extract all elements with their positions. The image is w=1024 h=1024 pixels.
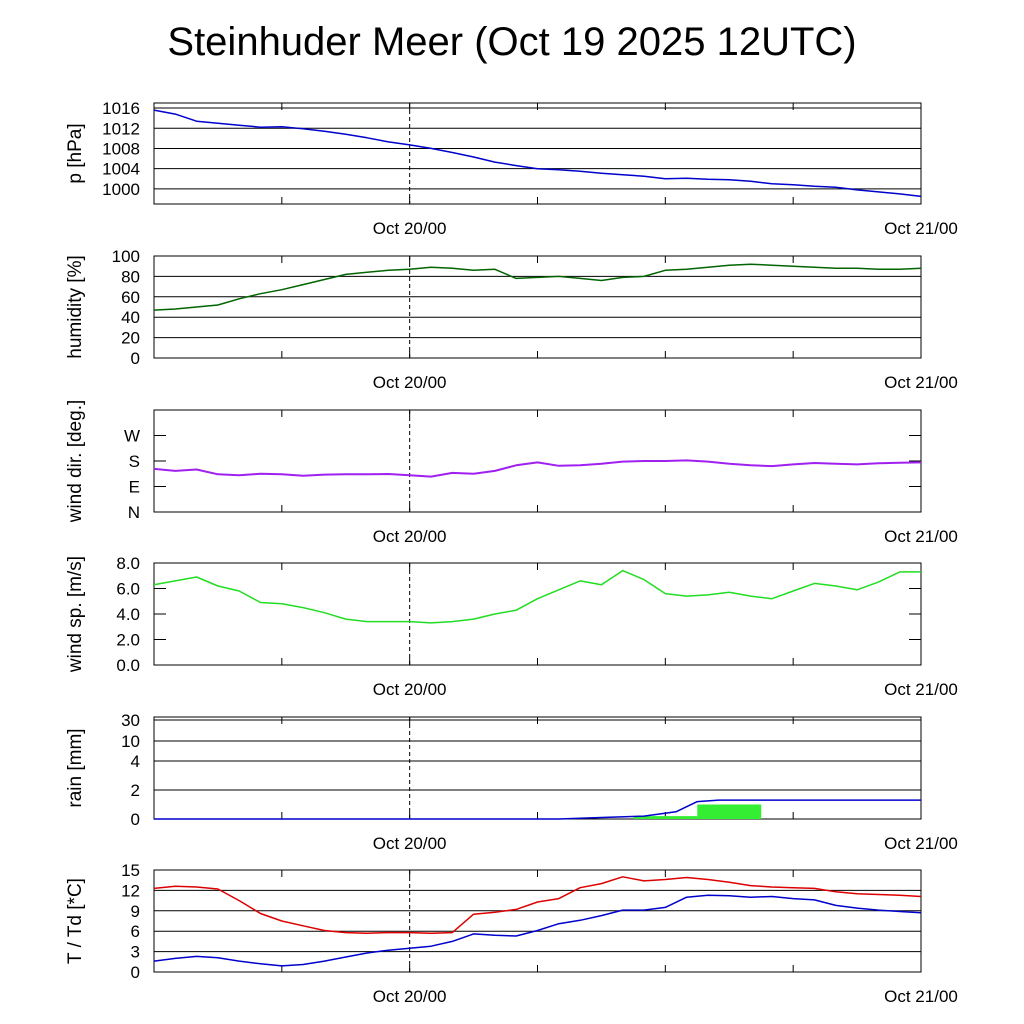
rain-xtick-label: Oct 21/00 <box>884 834 958 853</box>
pressure-ytick-label: 1004 <box>102 160 140 179</box>
humidity-frame <box>153 255 922 359</box>
wind-speed-xtick-label: Oct 20/00 <box>373 680 447 699</box>
rain-line <box>154 799 921 820</box>
pressure-ytick-label: 1016 <box>102 99 140 118</box>
pressure-xtick-label: Oct 20/00 <box>373 219 447 238</box>
humidity-ytick-label: 20 <box>121 329 140 348</box>
wind-direction-ytick-label: W <box>124 427 140 446</box>
wind-direction-ytick-label: E <box>129 478 140 497</box>
pressure-line <box>153 109 922 198</box>
wind-direction-frame <box>153 409 922 513</box>
wind-direction-xtick-label: Oct 21/00 <box>884 527 958 546</box>
temperature-line <box>153 876 922 934</box>
rain-axis-label: rain [mm] <box>65 728 86 807</box>
humidity-xtick-label: Oct 21/00 <box>884 373 958 392</box>
temperature-ytick-label: 0 <box>131 963 140 982</box>
humidity-ytick-label: 0 <box>131 349 140 368</box>
rain-ytick-label: 2 <box>131 781 140 800</box>
temperature-ytick-label: 3 <box>131 943 140 962</box>
humidity-axis-label: humidity [%] <box>65 255 86 358</box>
wind-speed-axis-label: wind sp. [m/s] <box>65 556 86 673</box>
wind-direction-xtick-label: Oct 20/00 <box>373 527 447 546</box>
rain-ytick-label: 30 <box>121 711 140 730</box>
wind-speed-panel: 0.0 2.0 4.0 6.0 8.0 Oct 20/00 Oct 21/00 wind sp… <box>65 554 958 699</box>
temperature-ytick-label: 9 <box>131 902 140 921</box>
humidity-ytick-label: 60 <box>121 288 140 307</box>
rain-frame <box>153 716 922 820</box>
temperature-ytick-label: 6 <box>131 922 140 941</box>
chart-title: Steinhuder Meer (Oct 19 2025 12UTC) <box>167 20 857 64</box>
wind-direction-axis-label: wind dir. [deg.] <box>65 400 86 524</box>
wind-direction-line <box>153 459 922 478</box>
pressure-ytick-label: 1008 <box>102 139 140 158</box>
pressure-xtick-label: Oct 21/00 <box>884 219 958 238</box>
dewpoint-line <box>153 894 922 967</box>
humidity-ytick-label: 40 <box>121 308 140 327</box>
wind-speed-ytick-label: 4.0 <box>116 605 140 624</box>
rain-ytick-label: 4 <box>131 752 140 771</box>
wind-direction-ytick-label: N <box>128 503 140 522</box>
wind-speed-xtick-label: Oct 21/00 <box>884 680 958 699</box>
pressure-ytick-label: 1000 <box>102 180 140 199</box>
wind-speed-ytick-label: 8.0 <box>116 554 140 573</box>
wind-speed-ytick-label: 2.0 <box>116 631 140 650</box>
wind-speed-frame <box>153 562 922 666</box>
rain-ytick-label: 0 <box>131 810 140 829</box>
pressure-axis-label: p [hPa] <box>65 123 86 183</box>
rain-bar <box>633 816 698 819</box>
temperature-axis-label: T / Td [*C] <box>65 878 86 964</box>
humidity-xtick-label: Oct 20/00 <box>373 373 447 392</box>
wind-speed-ytick-label: 0.0 <box>116 656 140 675</box>
temperature-ytick-label: 15 <box>121 861 140 880</box>
temperature-frame <box>153 869 922 973</box>
humidity-line <box>153 263 922 311</box>
humidity-ytick-label: 100 <box>112 247 140 266</box>
rain-bar <box>697 804 762 819</box>
rain-panel: 0 2 410 30 Oct 20/00 Oct 21/00 rain [mm] <box>65 711 958 853</box>
rain-ytick-label: 10 <box>121 732 140 751</box>
wind-direction-ytick-label: S <box>129 452 140 471</box>
wind-speed-ytick-label: 6.0 <box>116 580 140 599</box>
temperature-ytick-label: 12 <box>121 881 140 900</box>
pressure-ytick-label: 1012 <box>102 119 140 138</box>
temperature-xtick-label: Oct 20/00 <box>373 987 447 1006</box>
humidity-ytick-label: 80 <box>121 267 140 286</box>
rain-xtick-label: Oct 20/00 <box>373 834 447 853</box>
temperature-xtick-label: Oct 21/00 <box>884 987 958 1006</box>
wind-speed-line <box>153 569 921 624</box>
